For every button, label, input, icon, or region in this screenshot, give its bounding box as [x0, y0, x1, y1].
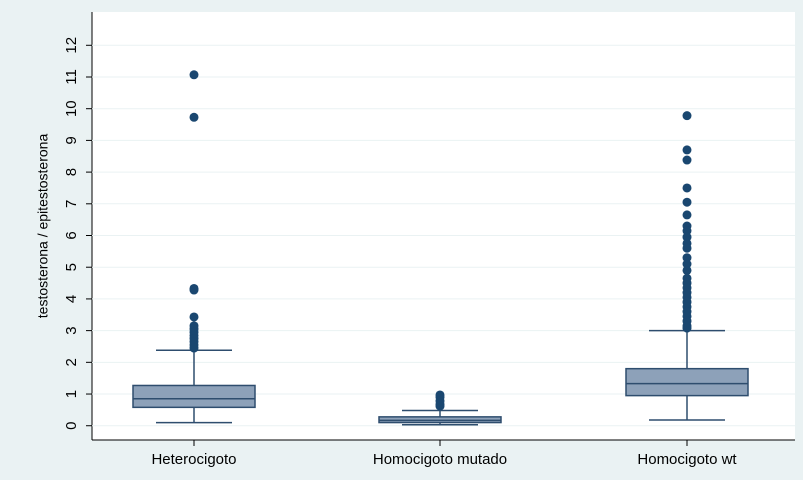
- outlier: [682, 323, 692, 333]
- y-tick-label: 1: [63, 390, 80, 398]
- y-tick-label: 8: [63, 168, 80, 176]
- y-tick-label: 2: [63, 358, 80, 366]
- outlier: [682, 183, 692, 193]
- box: [132, 384, 256, 409]
- y-tick-label: 11: [63, 69, 80, 85]
- outlier: [682, 243, 692, 253]
- outlier: [189, 70, 199, 80]
- outlier: [189, 343, 199, 353]
- y-tick-label: 0: [63, 422, 80, 430]
- outlier: [682, 145, 692, 155]
- box: [625, 367, 749, 397]
- outlier: [682, 155, 692, 165]
- outlier: [682, 210, 692, 220]
- y-tick-label: 6: [63, 231, 80, 239]
- x-tick-label: Homocigoto mutado: [373, 451, 507, 468]
- y-tick-label: 3: [63, 326, 80, 334]
- outlier: [682, 226, 692, 236]
- outlier: [682, 259, 692, 269]
- outlier: [682, 265, 692, 275]
- outlier: [189, 285, 199, 295]
- outlier: [435, 401, 445, 411]
- y-tick-label: 7: [63, 200, 80, 208]
- y-tick-label: 10: [63, 100, 80, 117]
- outlier: [682, 197, 692, 207]
- x-tick-label: Homocigoto wt: [637, 451, 737, 468]
- outlier: [189, 312, 199, 322]
- outlier: [682, 253, 692, 263]
- outlier: [189, 112, 199, 122]
- y-tick-label: 9: [63, 136, 80, 144]
- outlier: [682, 111, 692, 121]
- x-tick-label: Heterocigoto: [151, 451, 236, 468]
- outlier: [682, 232, 692, 242]
- y-axis-title: testosterona / epitestosterona: [35, 134, 51, 319]
- y-tick-label: 12: [63, 37, 80, 54]
- y-tick-label: 4: [63, 295, 80, 303]
- y-tick-label: 5: [63, 263, 80, 271]
